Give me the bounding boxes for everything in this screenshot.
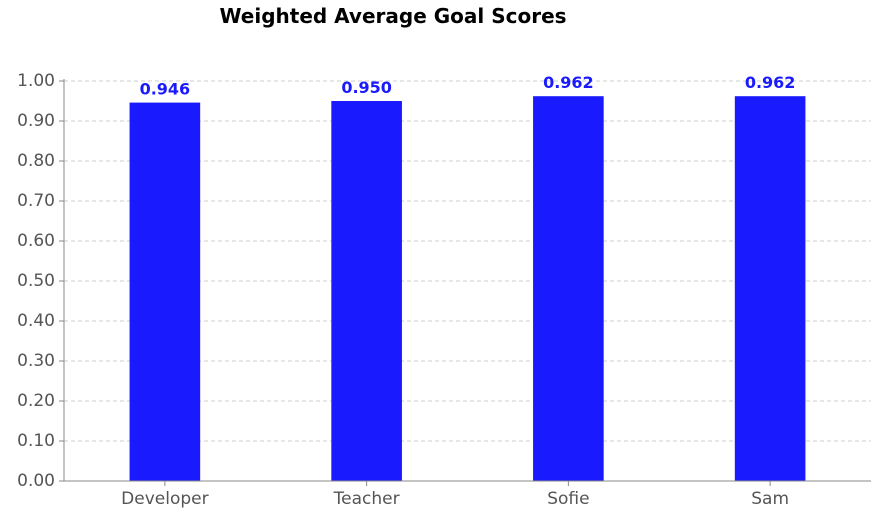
- data-label: 0.962: [543, 73, 594, 92]
- y-tick-label: 0.50: [17, 271, 55, 291]
- y-tick-label: 0.80: [17, 151, 55, 171]
- y-tick-label: 0.00: [17, 471, 55, 491]
- y-tick-label: 0.20: [17, 391, 55, 411]
- y-tick-label: 0.10: [17, 431, 55, 451]
- x-tick-label: Sam: [751, 489, 789, 509]
- data-label: 0.962: [745, 73, 796, 92]
- axis-layer: 0.00 0.10 0.20 0.30 0.40 0.50 0.60 0.70 0.80 0.90…: [17, 71, 871, 509]
- x-tick-label: Teacher: [333, 489, 400, 509]
- y-tick-label: 0.40: [17, 311, 55, 331]
- data-label: 0.946: [140, 80, 191, 99]
- bar: [129, 102, 201, 481]
- data-label: 0.950: [341, 78, 392, 97]
- bar: [331, 101, 402, 481]
- y-tick-label: 0.70: [17, 191, 55, 211]
- y-tick-label: 1.00: [17, 71, 55, 91]
- x-tick-label: Developer: [121, 489, 208, 509]
- bar-layer: [129, 96, 806, 481]
- label-layer: 0.946 0.950 0.962 0.962: [140, 73, 796, 98]
- y-tick-label: 0.60: [17, 231, 55, 251]
- bar: [533, 96, 604, 481]
- y-tick-label: 0.90: [17, 111, 55, 131]
- x-tick-label: Sofie: [547, 489, 589, 509]
- y-tick-label: 0.30: [17, 351, 55, 371]
- chart-title: Weighted Average Goal Scores: [219, 4, 567, 28]
- bar: [734, 96, 806, 481]
